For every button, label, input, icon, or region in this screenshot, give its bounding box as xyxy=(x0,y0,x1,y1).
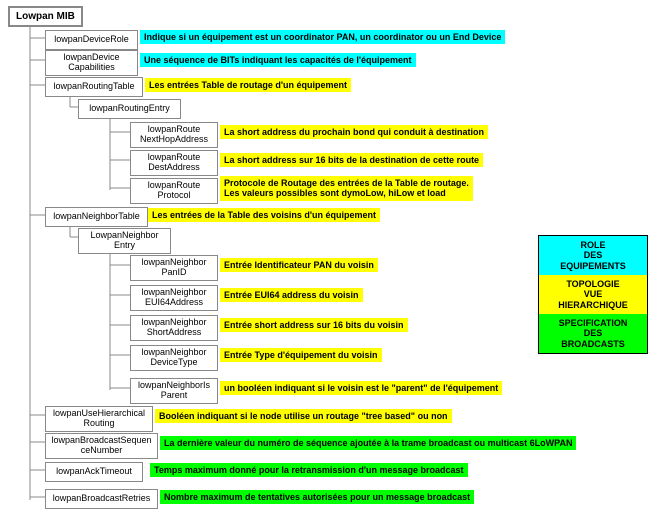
node-bcast-retries: lowpanBroadcastRetries xyxy=(45,489,158,509)
node-dest-addr: lowpanRoute DestAddress xyxy=(130,150,218,176)
root-node: Lowpan MIB xyxy=(8,6,83,27)
legend-role: ROLE DES EQUIPEMENTS xyxy=(539,236,647,275)
desc-ack-timeout: Temps maximum donné pour la retransmissi… xyxy=(150,463,468,477)
desc-neighbor-panid: Entrée Identificateur PAN du voisin xyxy=(220,258,378,272)
node-routing-entry: lowpanRoutingEntry xyxy=(78,99,181,119)
desc-neighbor-devtype: Entrée Type d'équipement du voisin xyxy=(220,348,382,362)
desc-bcast-retries: Nombre maximum de tentatives autorisées … xyxy=(160,490,474,504)
desc-neighbor-short: Entrée short address sur 16 bits du vois… xyxy=(220,318,408,332)
desc-neighbor-isparent: un booléen indiquant si le voisin est le… xyxy=(220,381,502,395)
desc-next-hop: La short address du prochain bond qui co… xyxy=(220,125,488,139)
desc-dest-addr: La short address sur 16 bits de la desti… xyxy=(220,153,483,167)
desc-device-cap: Une séquence de BITs indiquant les capac… xyxy=(140,53,416,67)
desc-device-role: Indique si un équipement est un coordina… xyxy=(140,30,505,44)
node-bcast-seq: lowpanBroadcastSequen ceNumber xyxy=(45,433,158,459)
node-neighbor-devtype: lowpanNeighbor DeviceType xyxy=(130,345,218,371)
node-neighbor-table: lowpanNeighborTable xyxy=(45,207,148,227)
desc-neighbor-table: Les entrées de la Table des voisins d'un… xyxy=(148,208,380,222)
node-neighbor-isparent: lowpanNeighborIs Parent xyxy=(130,378,218,404)
node-neighbor-eui64: lowpanNeighbor EUI64Address xyxy=(130,285,218,311)
node-ack-timeout: lowpanAckTimeout xyxy=(45,462,143,482)
legend-spec: SPECIFICATION DES BROADCASTS xyxy=(539,314,647,353)
node-routing-table: lowpanRoutingTable xyxy=(45,77,143,97)
node-device-cap: lowpanDevice Capabilities xyxy=(45,50,138,76)
desc-neighbor-eui64: Entrée EUI64 address du voisin xyxy=(220,288,363,302)
desc-routing-table: Les entrées Table de routage d'un équipe… xyxy=(145,78,351,92)
desc-bcast-seq: La dernière valeur du numéro de séquence… xyxy=(160,436,576,450)
node-use-hier: lowpanUseHierarchical Routing xyxy=(45,406,153,432)
legend-topo: TOPOLOGIE VUE HIERARCHIQUE xyxy=(539,275,647,314)
node-next-hop: lowpanRoute NextHopAddress xyxy=(130,122,218,148)
desc-route-proto: Protocole de Routage des entrées de la T… xyxy=(220,176,473,201)
node-neighbor-short: lowpanNeighbor ShortAddress xyxy=(130,315,218,341)
node-device-role: lowpanDeviceRole xyxy=(45,30,138,50)
node-route-proto: lowpanRoute Protocol xyxy=(130,178,218,204)
node-neighbor-panid: lowpanNeighbor PanID xyxy=(130,255,218,281)
legend: ROLE DES EQUIPEMENTS TOPOLOGIE VUE HIERA… xyxy=(538,235,648,354)
desc-use-hier: Booléen indiquant si le node utilise un … xyxy=(155,409,452,423)
node-neighbor-entry: LowpanNeighbor Entry xyxy=(78,228,171,254)
